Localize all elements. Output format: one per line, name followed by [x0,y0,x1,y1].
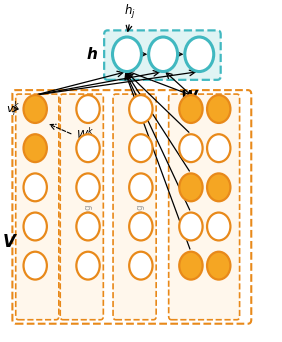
Circle shape [23,252,47,280]
Circle shape [207,95,230,123]
Circle shape [76,134,100,162]
FancyBboxPatch shape [169,94,240,320]
Text: $\boldsymbol{h}$: $\boldsymbol{h}$ [86,46,98,62]
FancyBboxPatch shape [60,94,103,320]
Circle shape [179,95,202,123]
Circle shape [179,213,202,240]
Text: $\boldsymbol{V}$: $\boldsymbol{V}$ [2,233,18,251]
Text: $\boldsymbol{W}$: $\boldsymbol{W}$ [180,89,199,105]
Circle shape [149,37,178,71]
Circle shape [23,173,47,201]
Circle shape [207,134,230,162]
Text: $W_{ij}^k$: $W_{ij}^k$ [76,126,94,148]
Text: Missing rating: Missing rating [83,177,92,236]
Text: $v_i^k$: $v_i^k$ [6,99,20,119]
Circle shape [179,252,202,280]
FancyBboxPatch shape [104,30,221,80]
Circle shape [129,95,153,123]
FancyBboxPatch shape [16,94,59,320]
Circle shape [179,134,202,162]
Circle shape [129,134,153,162]
Circle shape [76,213,100,240]
Circle shape [129,213,153,240]
Circle shape [76,173,100,201]
FancyBboxPatch shape [113,94,156,320]
Circle shape [23,213,47,240]
Text: $h_j$: $h_j$ [124,3,136,21]
Circle shape [179,173,202,201]
Circle shape [129,252,153,280]
Circle shape [185,37,214,71]
Circle shape [23,134,47,162]
Circle shape [129,173,153,201]
Circle shape [207,173,230,201]
Circle shape [207,213,230,240]
Circle shape [207,252,230,280]
Circle shape [76,252,100,280]
Circle shape [113,37,142,71]
Circle shape [76,95,100,123]
Text: Missing rating: Missing rating [136,177,145,236]
Circle shape [23,95,47,123]
